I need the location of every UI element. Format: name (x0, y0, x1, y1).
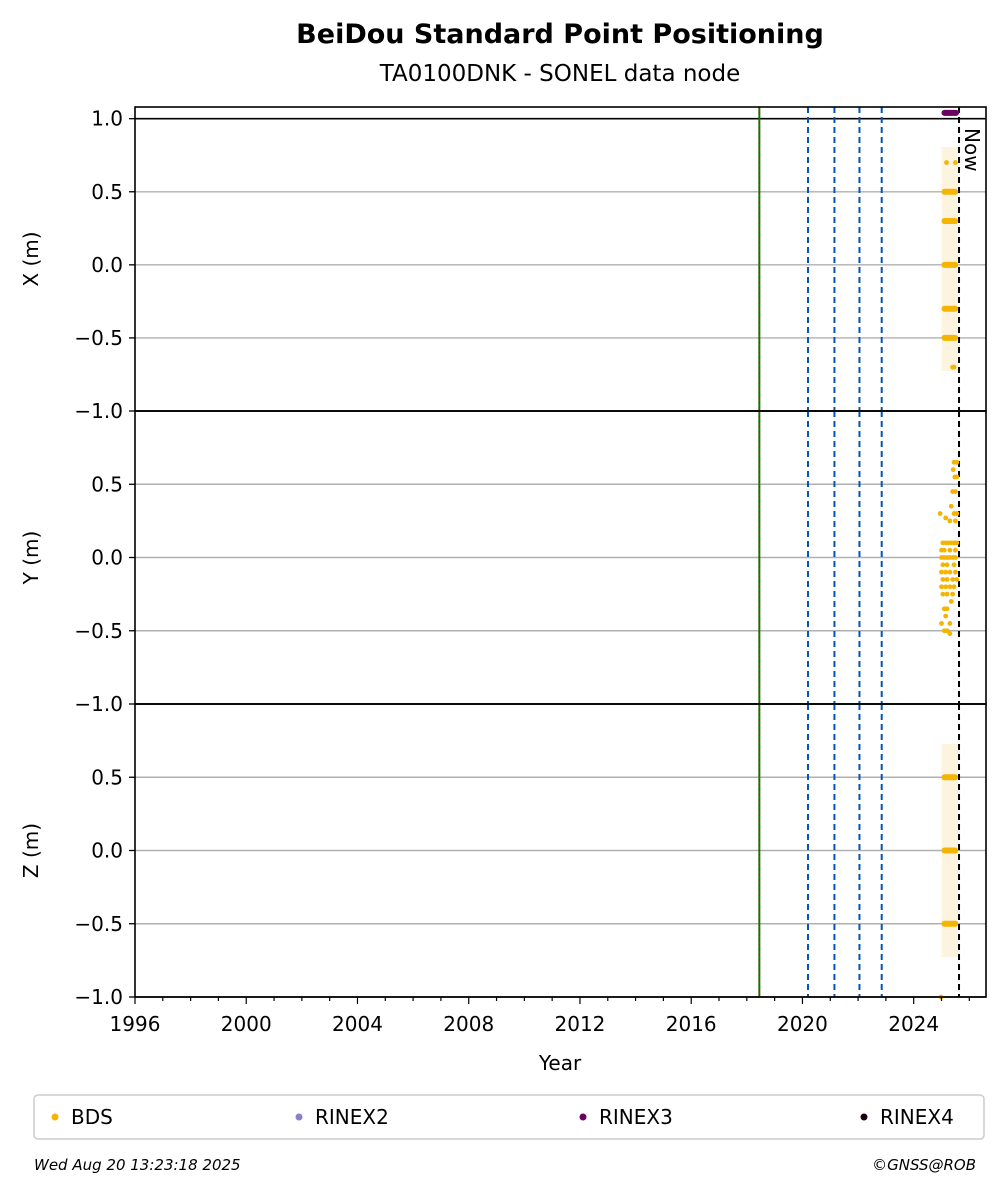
bds-point (951, 364, 957, 370)
x-axis-label: Year (538, 1051, 582, 1075)
y-tick-label-y: 0.0 (91, 546, 123, 570)
y-tick-label-x: −1.0 (74, 399, 123, 423)
bds-point (941, 547, 947, 553)
bds-cluster (941, 334, 959, 341)
bds-point (947, 621, 953, 626)
bds-point (953, 547, 958, 553)
bds-point (943, 613, 949, 619)
bds-point (954, 474, 960, 480)
bds-point (943, 584, 949, 590)
bds-point (943, 515, 949, 521)
y-tick-label-x: 0.0 (91, 253, 123, 277)
chart-subtitle: TA0100DNK - SONEL data node (379, 61, 741, 87)
bds-point (944, 591, 950, 597)
legend-marker-rinex2 (295, 1113, 303, 1121)
y-tick-label-x: 1.0 (91, 107, 123, 131)
x-tick-label: 2008 (443, 1012, 494, 1036)
y-axis-label-y: Y (m) (19, 531, 43, 586)
bds-point (944, 606, 950, 612)
bds-point (953, 569, 958, 575)
bds-point (939, 621, 944, 626)
bds-point (939, 569, 944, 575)
legend-box (33, 1094, 985, 1140)
bds-cluster (941, 261, 959, 268)
bds-point (953, 555, 958, 560)
bds-point (947, 547, 953, 553)
x-tick-label: 2016 (666, 1012, 717, 1036)
legend-label-rinex4: RINEX4 (880, 1105, 954, 1129)
bds-point (948, 503, 954, 509)
rinex3-marker (941, 109, 960, 116)
legend-marker-rinex3 (579, 1113, 587, 1121)
bds-point (950, 467, 956, 472)
bds-point (948, 599, 954, 604)
chart-title: BeiDou Standard Point Positioning (296, 19, 824, 50)
x-tick-label: 2012 (555, 1012, 606, 1036)
bds-point (939, 584, 944, 590)
bds-cluster (941, 218, 959, 224)
bds-point (947, 631, 953, 637)
bds-point (937, 511, 943, 516)
bds-cluster (941, 920, 959, 927)
legend-label-bds: BDS (71, 1105, 113, 1129)
legend-marker-rinex4 (860, 1113, 868, 1121)
bds-point (950, 577, 956, 582)
legend: BDS RINEX2 RINEX3 RINEX4 (33, 1094, 985, 1140)
y-axis-label-x: X (m) (19, 231, 43, 286)
y-tick-label-y: −1.0 (74, 692, 123, 716)
x-tick-label: 2024 (888, 1012, 939, 1036)
bds-cluster (941, 188, 959, 195)
x-tick-label: 2020 (777, 1012, 828, 1036)
x-tick-label: 2000 (221, 1012, 272, 1036)
bds-band-x (941, 147, 959, 371)
y-tick-label-x: −0.5 (74, 326, 123, 350)
panel-frame-x (134, 106, 987, 412)
bds-point (947, 584, 953, 590)
plot-area: 1.0 0.5 0.0 −0.5 −1.0 X (m) 0.5 0.0 −0.5 −1.0 Y (m… (19, 106, 987, 1036)
bds-point (943, 569, 949, 575)
y-tick-label-z: −0.5 (74, 912, 123, 936)
bds-point (954, 511, 960, 516)
bds-point (947, 569, 953, 575)
bds-point (940, 591, 946, 597)
bds-point (951, 584, 957, 590)
bds-point (950, 591, 956, 597)
y-tick-label-z: 0.5 (91, 765, 123, 789)
panel-z: 0.5 0.0 −0.5 −1.0 Z (m) (19, 703, 987, 1009)
bds-point (954, 459, 960, 465)
bds-point (951, 562, 957, 568)
y-axis-label-z: Z (m) (19, 823, 43, 878)
now-label: Now (960, 128, 984, 172)
panel-y: 0.5 0.0 −0.5 −1.0 Y (m) (19, 410, 987, 716)
y-tick-label-x: 0.5 (91, 180, 123, 204)
x-tick-label: 1996 (110, 1012, 161, 1036)
bds-point (947, 518, 953, 524)
footer-credit: ©GNSS@ROB (872, 1156, 976, 1174)
bds-point (944, 562, 950, 568)
bds-point (954, 540, 960, 546)
legend-marker-bds (51, 1113, 59, 1121)
bds-cluster (941, 305, 959, 312)
y-tick-label-z: 0.0 (91, 839, 123, 863)
footer-timestamp: Wed Aug 20 13:23:18 2025 (34, 1156, 241, 1174)
bds-point (944, 160, 949, 165)
y-tick-label-z: −1.0 (74, 985, 123, 1009)
bds-point (953, 518, 958, 524)
panel-x: 1.0 0.5 0.0 −0.5 −1.0 X (m) (19, 106, 987, 423)
bds-point (940, 562, 946, 568)
x-tick-label: 2004 (332, 1012, 383, 1036)
bds-point (953, 160, 958, 165)
legend-label-rinex2: RINEX2 (315, 1105, 389, 1129)
bds-point (944, 577, 950, 582)
bds-point (953, 489, 958, 494)
bds-point (954, 577, 960, 582)
bds-point (940, 577, 946, 582)
bds-cluster (941, 847, 959, 854)
bds-cluster (941, 774, 959, 781)
y-tick-label-y: 0.5 (91, 472, 123, 496)
y-tick-label-y: −0.5 (74, 619, 123, 643)
panel-frame-z (134, 703, 987, 998)
legend-label-rinex3: RINEX3 (599, 1105, 673, 1129)
